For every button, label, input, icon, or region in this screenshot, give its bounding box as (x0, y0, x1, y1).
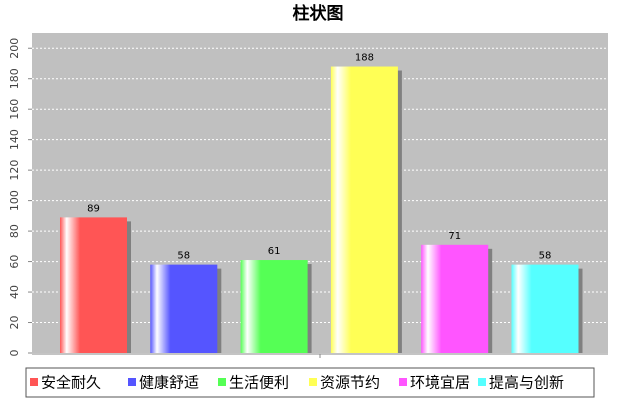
legend-label: 环境宜居 (410, 374, 470, 392)
chart-title: 柱状图 (293, 3, 344, 24)
legend-swatch (399, 378, 407, 386)
bar (240, 260, 308, 353)
value-label: 89 (87, 203, 100, 214)
legend-label: 资源节约 (320, 374, 380, 392)
bar (421, 244, 489, 353)
value-label: 71 (448, 231, 461, 242)
bar (150, 264, 218, 353)
y-tick-label: 80 (8, 224, 21, 238)
legend-label: 提高与创新 (489, 374, 564, 392)
y-tick-label: 200 (8, 38, 21, 59)
y-tick-label: 120 (8, 160, 21, 181)
value-label: 188 (355, 53, 374, 64)
y-tick-label: 60 (8, 255, 21, 269)
y-tick-label: 180 (8, 68, 21, 89)
value-label: 58 (177, 251, 190, 262)
legend-label: 安全耐久 (41, 374, 101, 392)
legend-label: 健康舒适 (139, 374, 199, 392)
y-tick-label: 0 (8, 350, 21, 357)
bar (330, 66, 398, 354)
y-tick-label: 40 (8, 285, 21, 299)
value-label: 61 (268, 246, 281, 257)
value-label: 58 (539, 251, 552, 262)
legend-swatch (128, 378, 136, 386)
y-tick-label: 100 (8, 190, 21, 211)
legend-swatch (478, 378, 486, 386)
y-tick-label: 140 (8, 129, 21, 150)
y-tick-label: 160 (8, 99, 21, 120)
bar (511, 264, 579, 353)
bar (60, 217, 127, 353)
legend-swatch (309, 378, 317, 386)
legend-label: 生活便利 (229, 374, 289, 392)
y-tick-label: 20 (8, 316, 21, 330)
legend-swatch (30, 378, 38, 386)
legend-swatch (218, 378, 226, 386)
